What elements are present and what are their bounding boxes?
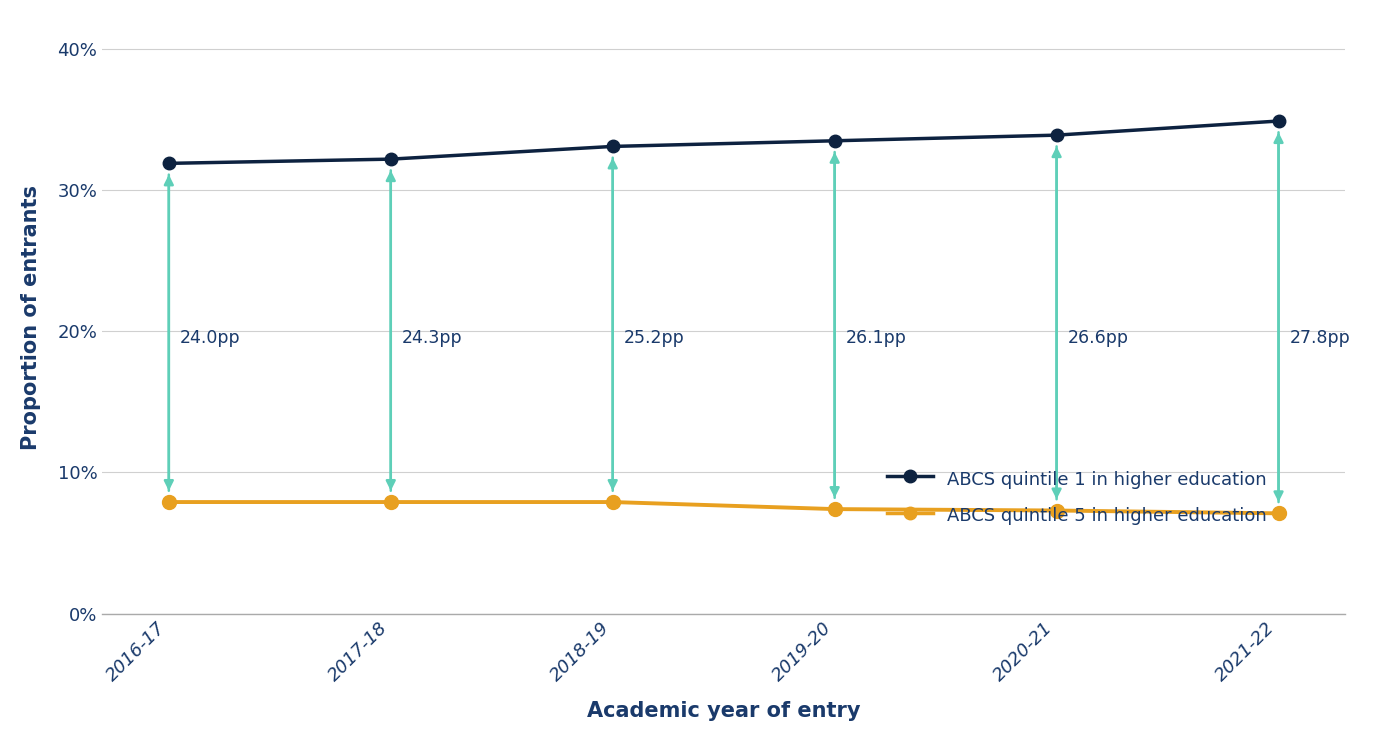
Text: 27.8pp: 27.8pp — [1289, 329, 1350, 347]
Text: 24.3pp: 24.3pp — [401, 329, 462, 347]
Text: 24.0pp: 24.0pp — [179, 329, 240, 347]
X-axis label: Academic year of entry: Academic year of entry — [587, 701, 860, 721]
Text: 25.2pp: 25.2pp — [623, 329, 684, 347]
Text: 26.6pp: 26.6pp — [1067, 329, 1128, 347]
Legend: ABCS quintile 1 in higher education, ABCS quintile 5 in higher education: ABCS quintile 1 in higher education, ABC… — [880, 461, 1274, 533]
Text: 26.1pp: 26.1pp — [845, 329, 906, 347]
Y-axis label: Proportion of entrants: Proportion of entrants — [21, 185, 41, 450]
